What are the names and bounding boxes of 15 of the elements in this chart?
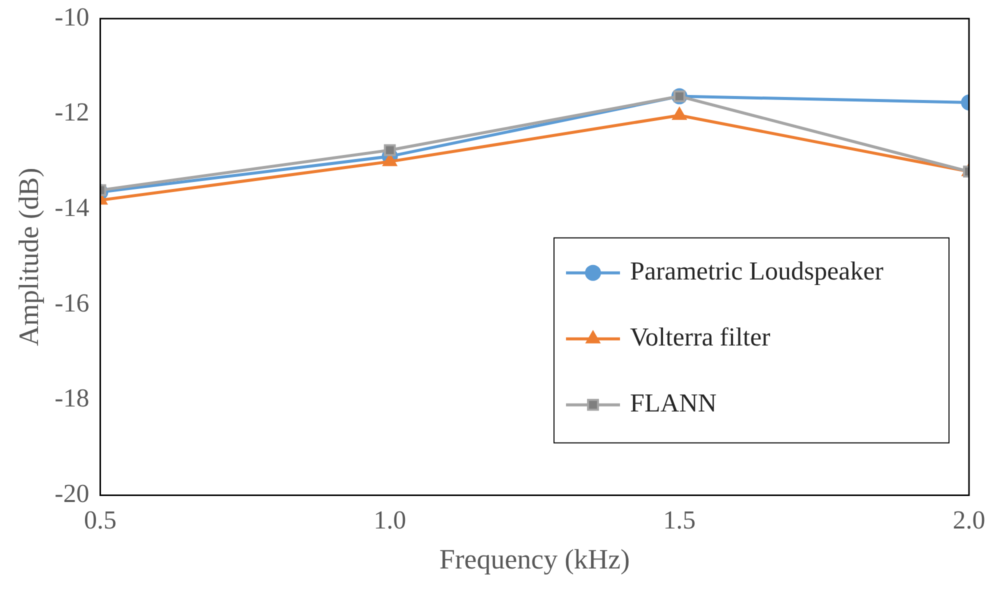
y-tick-label: -12 bbox=[54, 98, 90, 127]
y-tick-label: -10 bbox=[54, 2, 90, 32]
legend-label: Parametric Loudspeaker bbox=[630, 256, 884, 286]
legend-label: Volterra filter bbox=[630, 322, 771, 352]
x-tick-label: 2.0 bbox=[952, 506, 986, 535]
x-tick-label: 1.5 bbox=[663, 506, 696, 535]
x-axis-title: Frequency (kHz) bbox=[439, 544, 630, 576]
y-tick-label: -14 bbox=[54, 193, 90, 222]
y-tick-label: -16 bbox=[54, 288, 90, 318]
y-axis-title: Amplitude (dB) bbox=[14, 168, 46, 346]
x-tick-label: 1.0 bbox=[374, 506, 406, 535]
y-tick-label: -20 bbox=[54, 479, 90, 508]
x-tick-label: 0.5 bbox=[84, 506, 117, 535]
y-tick-label: -18 bbox=[54, 384, 90, 413]
legend-label: FLANN bbox=[630, 388, 717, 418]
